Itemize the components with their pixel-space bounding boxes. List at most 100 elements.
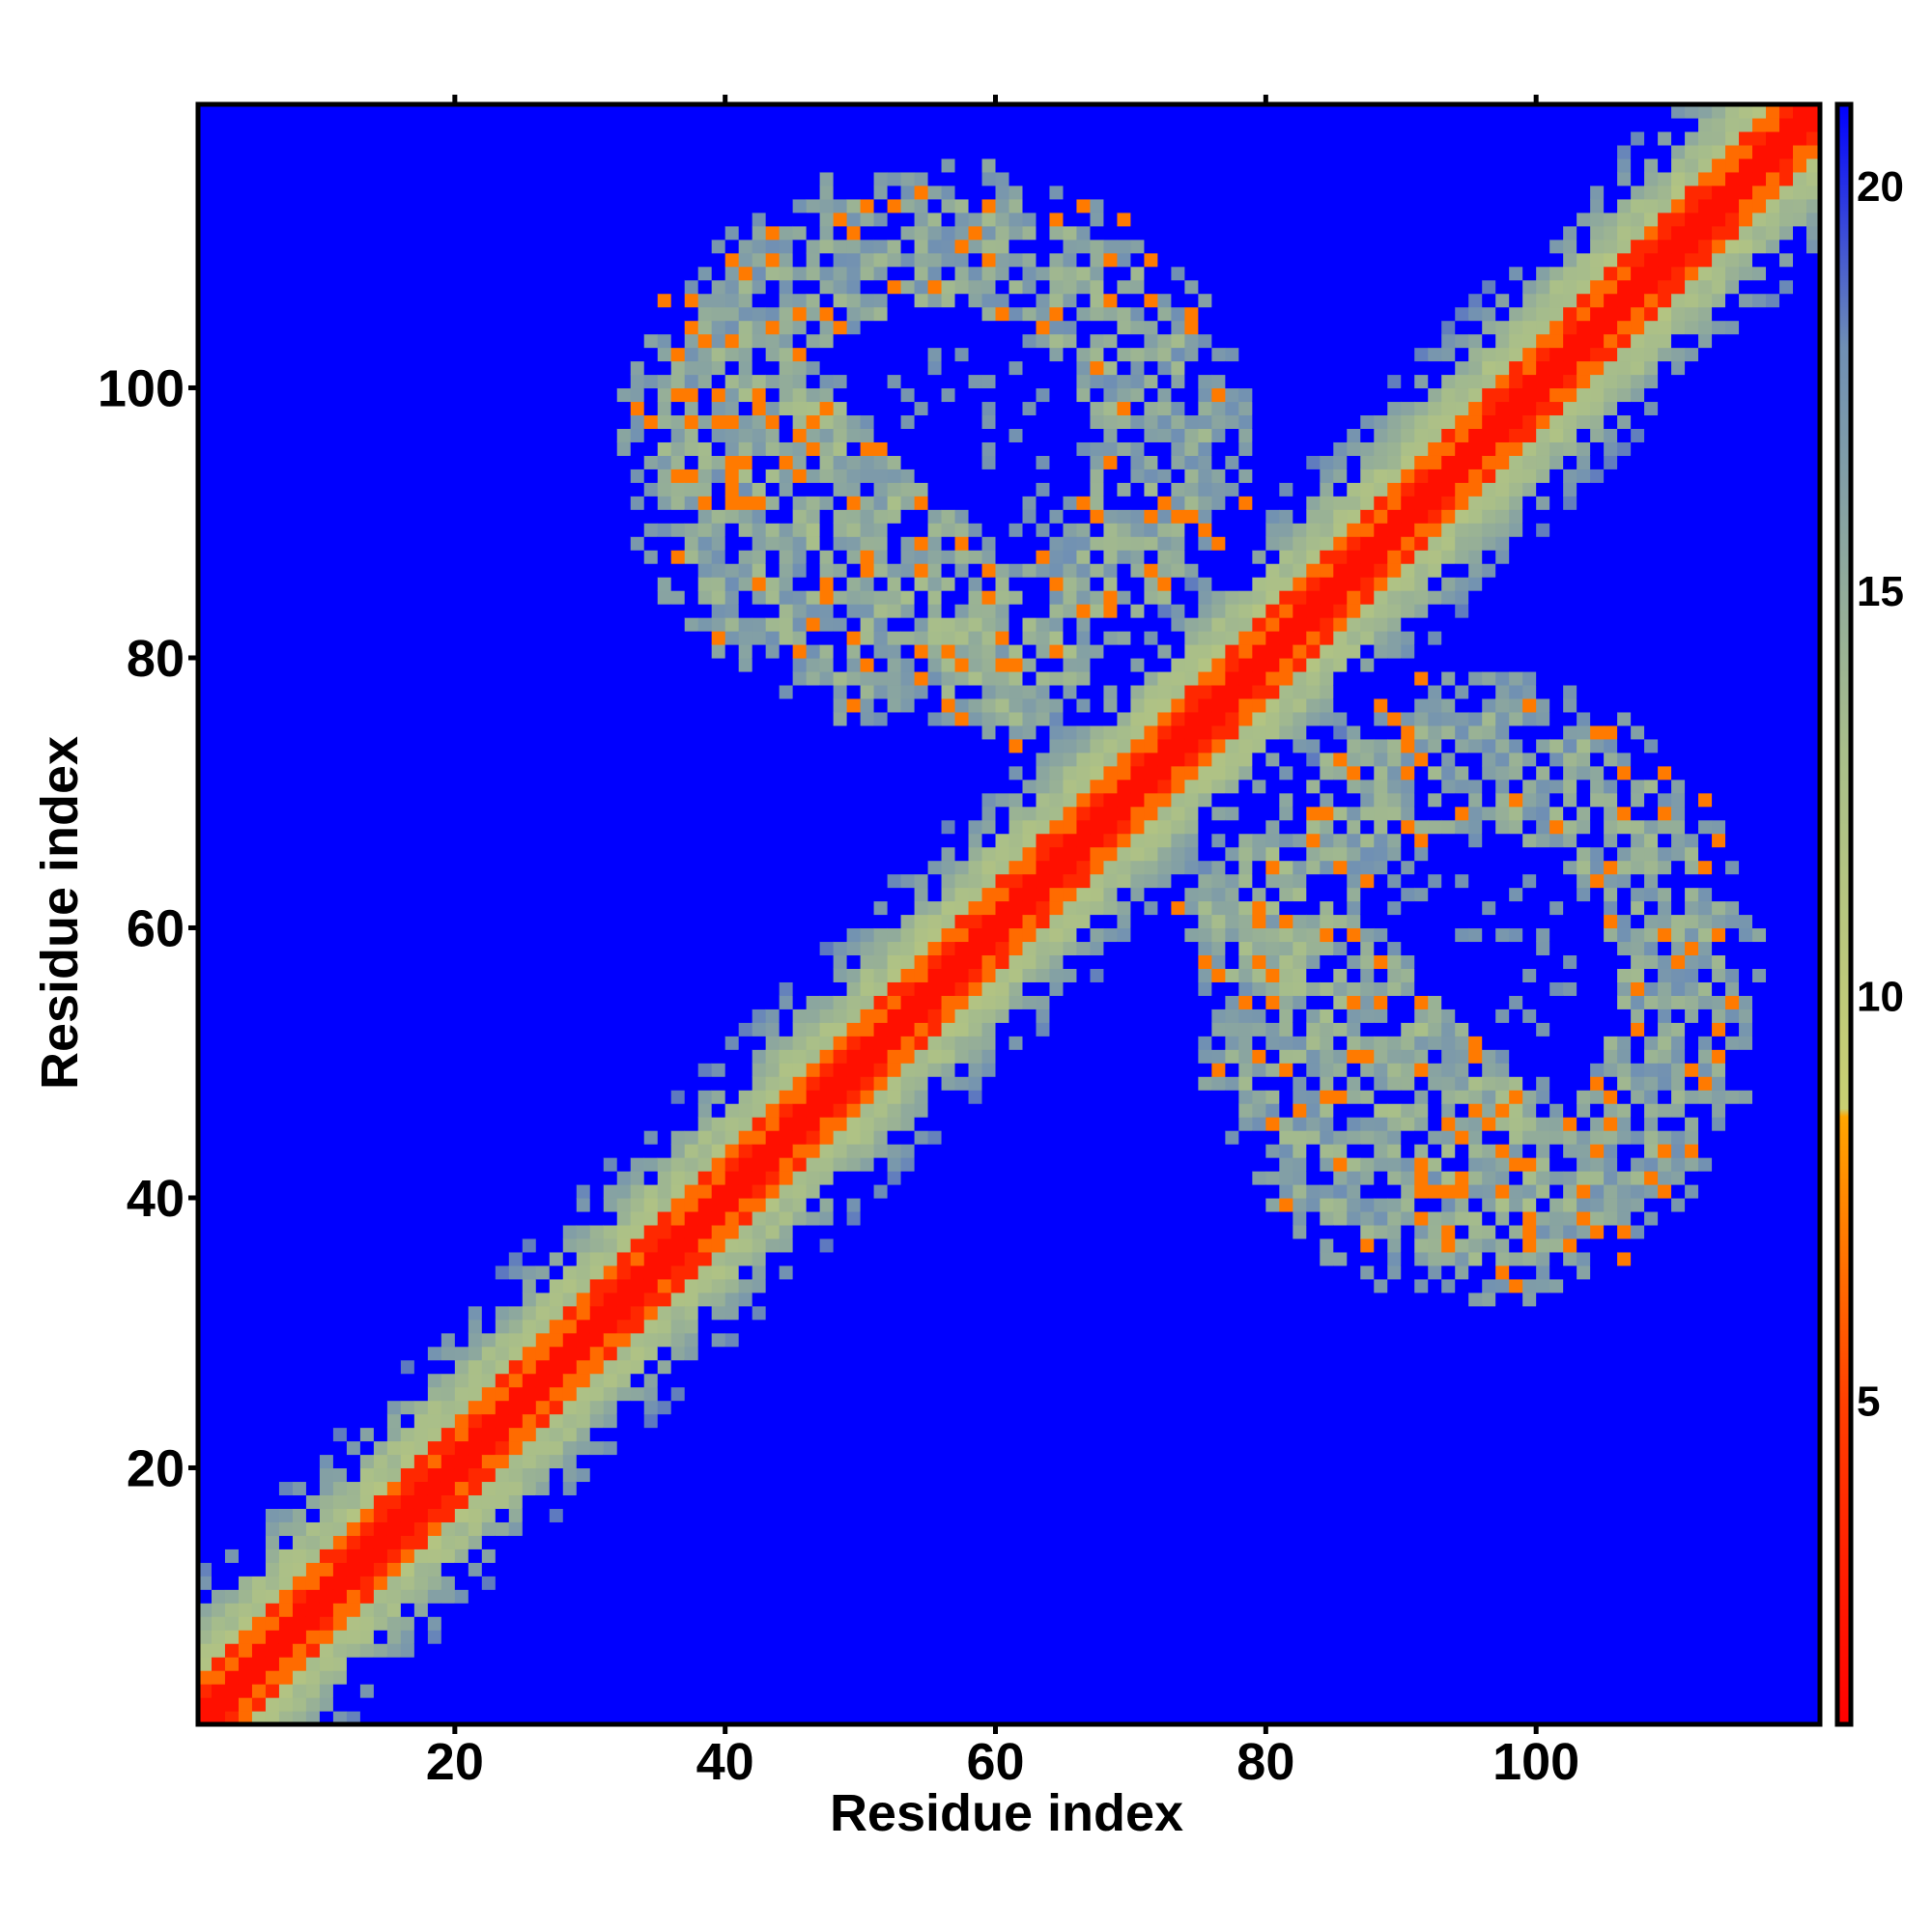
heatmap-cell	[657, 1616, 672, 1631]
heatmap-cell	[251, 1157, 267, 1172]
heatmap-cell	[495, 212, 510, 227]
heatmap-cell	[481, 1197, 497, 1212]
heatmap-cell	[454, 1036, 469, 1050]
heatmap-cell	[305, 387, 321, 403]
heatmap-cell	[346, 252, 361, 268]
heatmap-cell	[481, 1400, 497, 1415]
heatmap-cell	[359, 1562, 375, 1577]
heatmap-cell	[427, 496, 442, 510]
heatmap-cell	[738, 1184, 753, 1199]
heatmap-cell	[630, 1090, 645, 1104]
heatmap-cell	[508, 1427, 524, 1442]
heatmap-cell	[346, 482, 361, 497]
heatmap-cell	[630, 670, 645, 686]
heatmap-cell	[576, 657, 591, 672]
heatmap-cell	[386, 279, 402, 295]
heatmap-cell	[400, 1670, 415, 1685]
heatmap-cell	[481, 279, 497, 295]
heatmap-cell	[211, 1103, 226, 1118]
heatmap-cell	[319, 1319, 334, 1334]
heatmap-cell	[549, 765, 564, 781]
heatmap-cell	[305, 1454, 321, 1469]
heatmap-cell	[481, 266, 497, 281]
heatmap-cell	[427, 1319, 442, 1334]
heatmap-cell	[549, 1144, 564, 1158]
heatmap-cell	[468, 1022, 483, 1037]
heatmap-cell	[427, 1009, 442, 1023]
heatmap-cell	[670, 644, 686, 659]
heatmap-cell	[697, 428, 713, 442]
heatmap-cell	[738, 1576, 753, 1590]
heatmap-cell	[603, 1251, 618, 1266]
heatmap-cell	[508, 1467, 524, 1483]
heatmap-cell	[535, 631, 551, 645]
heatmap-cell	[265, 590, 280, 605]
heatmap-cell	[359, 724, 375, 740]
heatmap-cell	[265, 320, 280, 335]
heatmap-cell	[589, 1332, 605, 1348]
heatmap-cell	[697, 1251, 713, 1266]
heatmap-cell	[495, 1630, 510, 1644]
heatmap-cell	[630, 1049, 645, 1064]
heatmap-cell	[684, 523, 699, 537]
heatmap-cell	[643, 279, 659, 295]
heatmap-cell	[711, 198, 726, 213]
heatmap-cell	[346, 1684, 361, 1698]
heatmap-cell	[535, 968, 551, 982]
heatmap-cell	[319, 644, 334, 659]
heatmap-cell	[684, 1117, 699, 1131]
heatmap-cell	[440, 401, 456, 416]
heatmap-cell	[738, 1481, 753, 1496]
heatmap-cell	[562, 306, 578, 322]
heatmap-cell	[278, 954, 294, 969]
heatmap-cell	[697, 117, 713, 132]
heatmap-cell	[684, 1036, 699, 1050]
heatmap-cell	[630, 1400, 645, 1415]
heatmap-cell	[265, 1670, 280, 1685]
heatmap-cell	[657, 360, 672, 376]
heatmap-cell	[603, 604, 618, 618]
heatmap-cell	[630, 860, 645, 875]
heatmap-cell	[319, 252, 334, 268]
heatmap-cell	[657, 252, 672, 268]
heatmap-cell	[643, 604, 659, 618]
heatmap-cell	[535, 333, 551, 349]
heatmap-cell	[346, 1535, 361, 1549]
heatmap-cell	[238, 104, 253, 119]
heatmap-cell	[346, 1076, 361, 1091]
heatmap-cell	[359, 806, 375, 821]
heatmap-cell	[400, 320, 415, 335]
heatmap-cell	[359, 360, 375, 376]
heatmap-cell	[292, 590, 307, 605]
heatmap-cell	[549, 1346, 564, 1361]
heatmap-cell	[346, 873, 361, 889]
heatmap-cell	[670, 752, 686, 767]
heatmap-cell	[292, 441, 307, 456]
heatmap-cell	[481, 414, 497, 429]
heatmap-cell	[198, 1576, 213, 1590]
heatmap-cell	[657, 819, 672, 835]
heatmap-cell	[413, 1657, 429, 1671]
heatmap-cell	[386, 711, 402, 726]
heatmap-cell	[549, 130, 564, 146]
heatmap-cell	[522, 1454, 537, 1469]
heatmap-cell	[697, 1036, 713, 1050]
heatmap-cell	[535, 387, 551, 403]
heatmap-cell	[386, 752, 402, 767]
heatmap-cell	[630, 927, 645, 943]
heatmap-cell	[697, 1076, 713, 1091]
heatmap-cell	[589, 1009, 605, 1023]
heatmap-cell	[373, 1130, 388, 1145]
heatmap-cell	[522, 657, 537, 672]
heatmap-cell	[752, 752, 767, 767]
heatmap-cell	[400, 1616, 415, 1631]
heatmap-cell	[400, 1440, 415, 1456]
heatmap-cell	[265, 860, 280, 875]
heatmap-cell	[292, 657, 307, 672]
heatmap-cell	[278, 320, 294, 335]
heatmap-cell	[711, 1373, 726, 1388]
heatmap-cell	[603, 644, 618, 659]
heatmap-cell	[278, 644, 294, 659]
heatmap-cell	[211, 819, 226, 835]
heatmap-cell	[481, 697, 497, 713]
